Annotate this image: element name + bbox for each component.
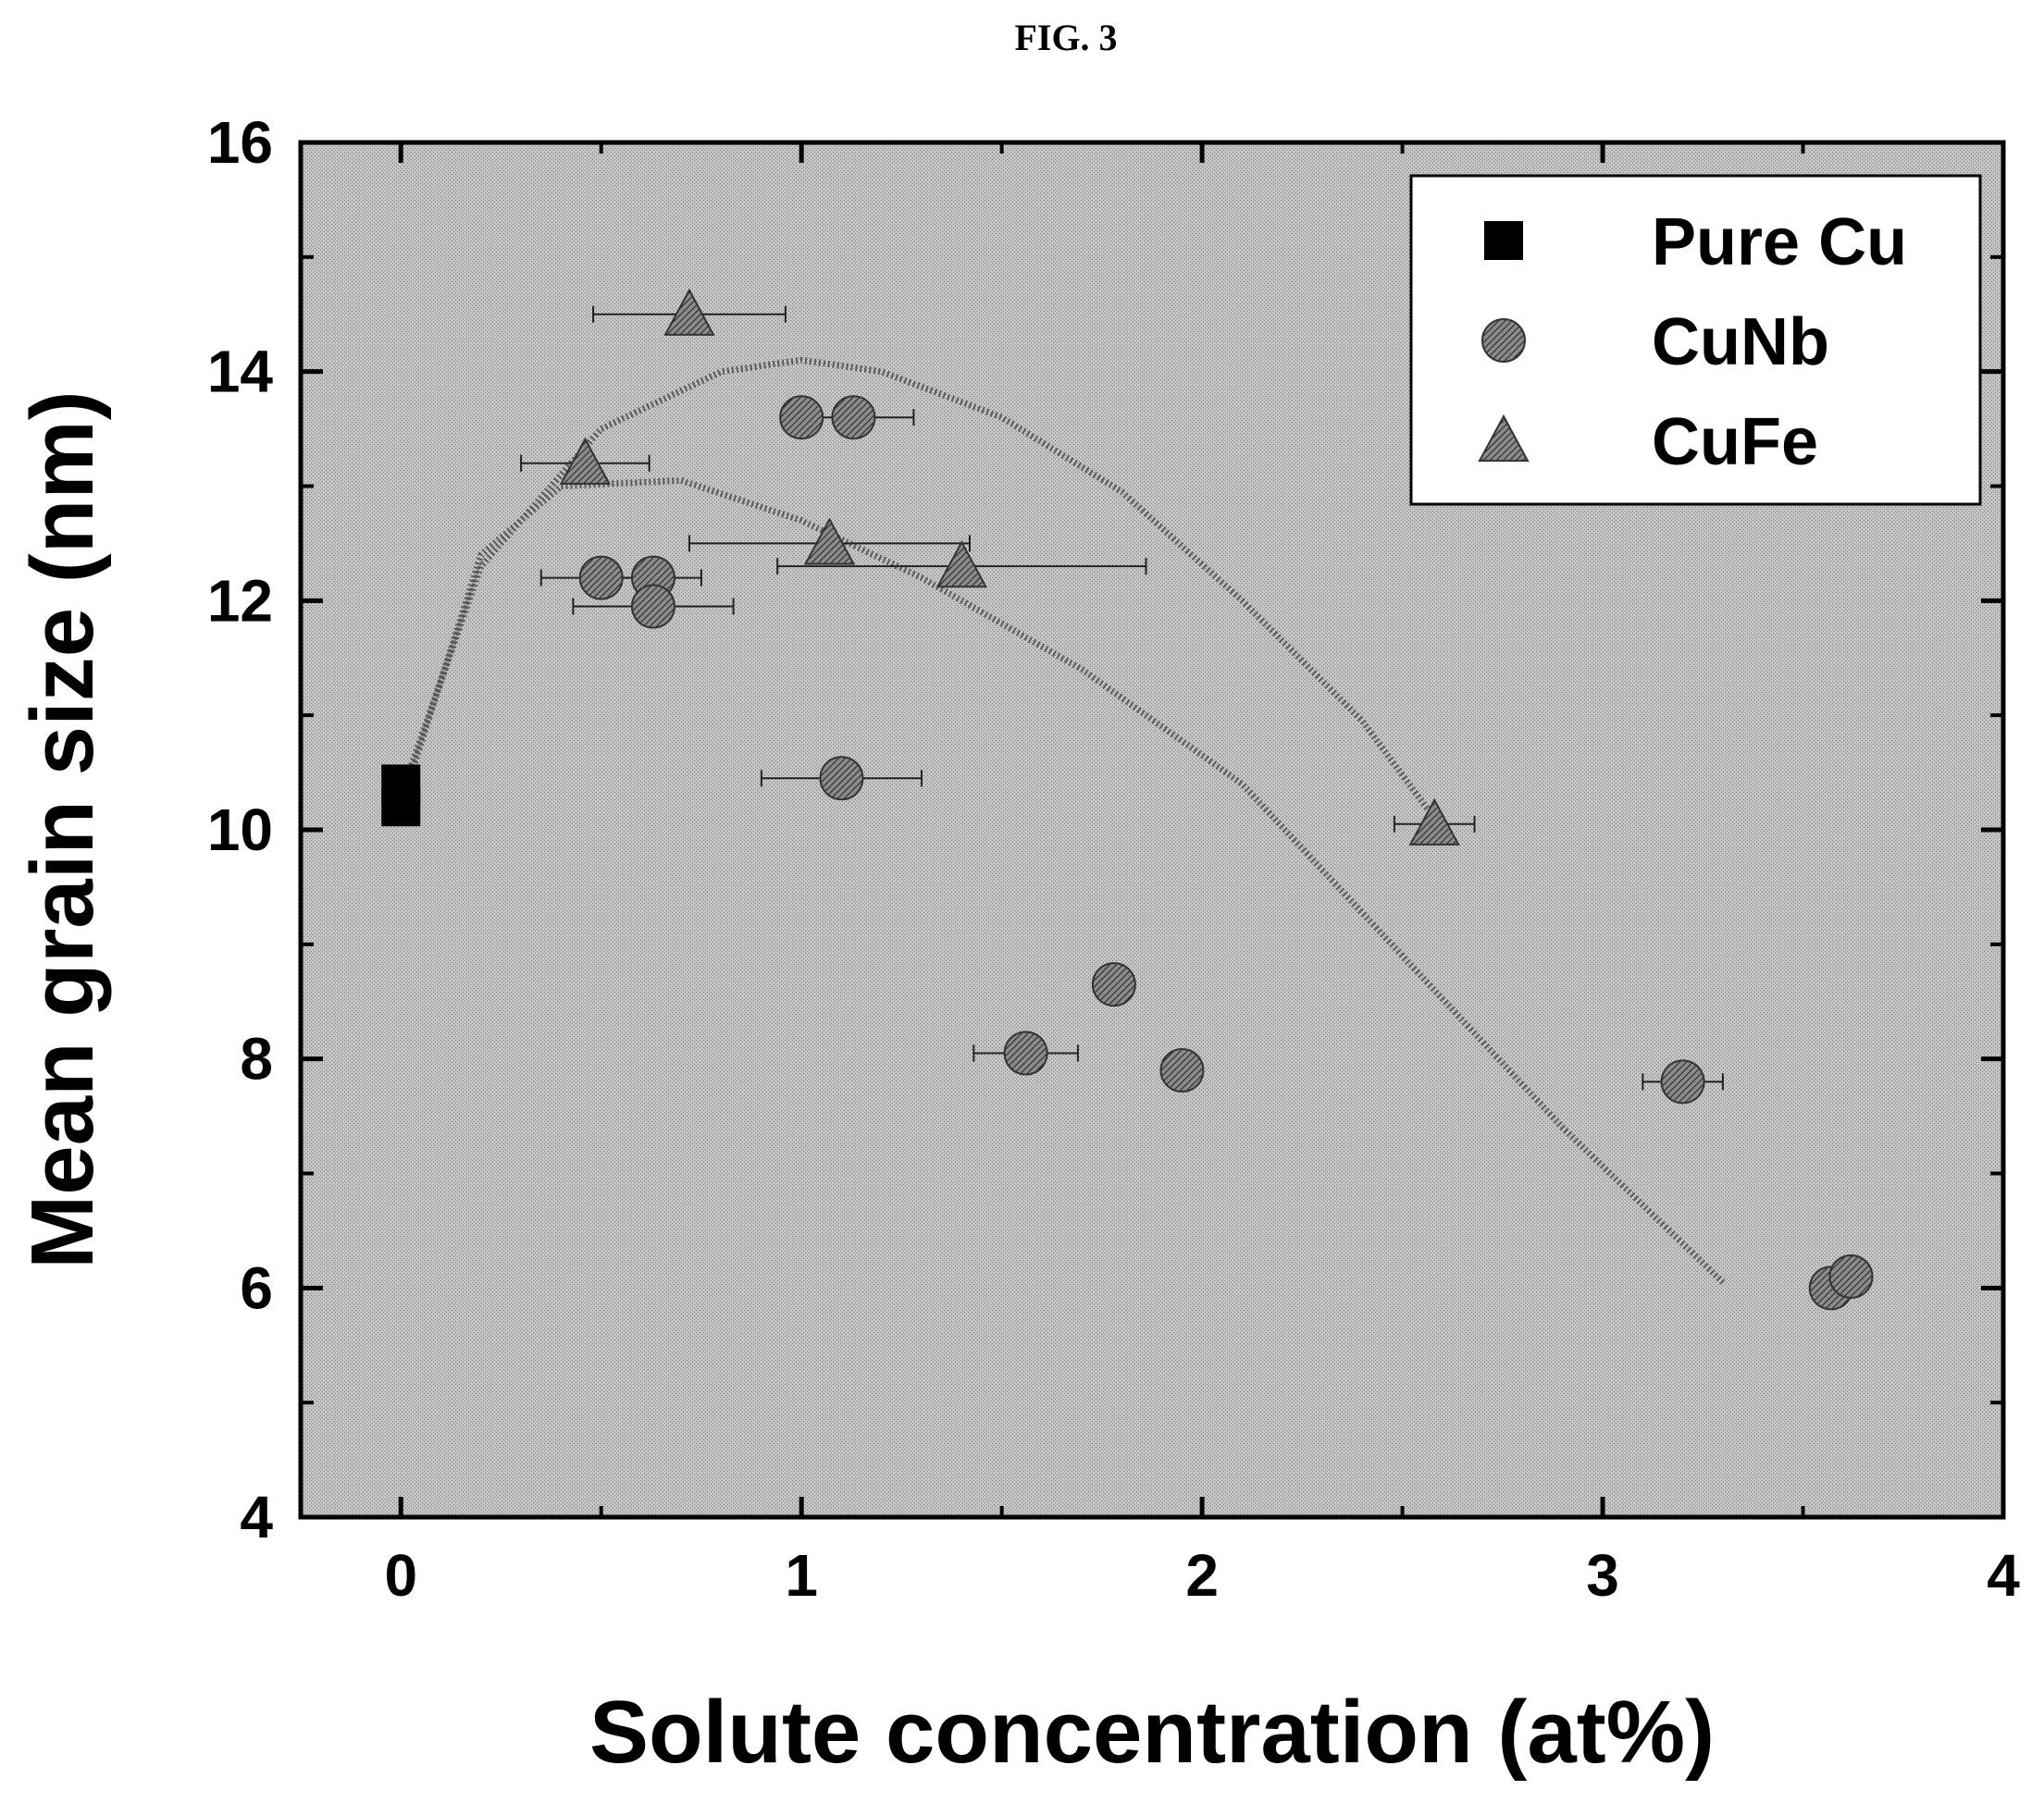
data-point-circle: [630, 584, 675, 629]
data-markers: [381, 288, 1874, 1311]
data-point-square: [381, 764, 421, 804]
data-point-triangle: [1408, 797, 1460, 846]
x-tick-label: 3: [1586, 1542, 1619, 1609]
legend-label: CuNb: [1652, 305, 1829, 379]
legend-label: Pure Cu: [1652, 205, 1907, 279]
legend-marker-triangle: [1478, 414, 1530, 463]
figure-label: FIG. 3: [1014, 17, 1117, 58]
legend: Pure Cu CuNb CuFe: [1409, 174, 1982, 506]
data-point-circle: [1159, 1048, 1205, 1093]
x-tick-label: 4: [1987, 1542, 2020, 1609]
y-tick-label: 10: [207, 796, 273, 863]
legend-label: CuFe: [1652, 405, 1818, 479]
trend-line: [397, 356, 1438, 821]
data-point-triangle: [559, 437, 612, 485]
data-point-circle: [779, 395, 824, 440]
data-point-circle: [1003, 1031, 1048, 1076]
y-tick-label: 14: [207, 339, 274, 405]
y-tick-label: 16: [207, 109, 273, 176]
trend-line: [397, 476, 1726, 1285]
y-axis-label: Mean grain size (nm): [13, 390, 112, 1269]
y-tick-label: 12: [207, 567, 273, 634]
x-tick-label: 2: [1185, 1542, 1219, 1609]
x-tick-label: 1: [785, 1542, 818, 1609]
trend-lines: [397, 356, 1726, 1285]
x-axis-label: Solute concentration (at%): [589, 1683, 1715, 1782]
legend-marker-circle: [1481, 318, 1526, 363]
data-point-triangle: [935, 540, 988, 588]
data-point-circle: [1660, 1059, 1705, 1105]
data-point-triangle: [663, 288, 715, 336]
y-tick-label: 4: [240, 1484, 273, 1550]
x-tick-label: 0: [384, 1542, 417, 1609]
data-point-triangle: [803, 517, 856, 565]
data-point-circle: [578, 555, 624, 600]
data-point-circle: [819, 756, 864, 801]
data-point-circle: [1828, 1253, 1874, 1299]
data-point-circle: [1091, 962, 1136, 1007]
legend-marker-square: [1484, 221, 1523, 260]
y-tick-label: 6: [240, 1254, 273, 1321]
y-tick-label: 8: [240, 1026, 273, 1093]
data-point-circle: [831, 395, 876, 440]
